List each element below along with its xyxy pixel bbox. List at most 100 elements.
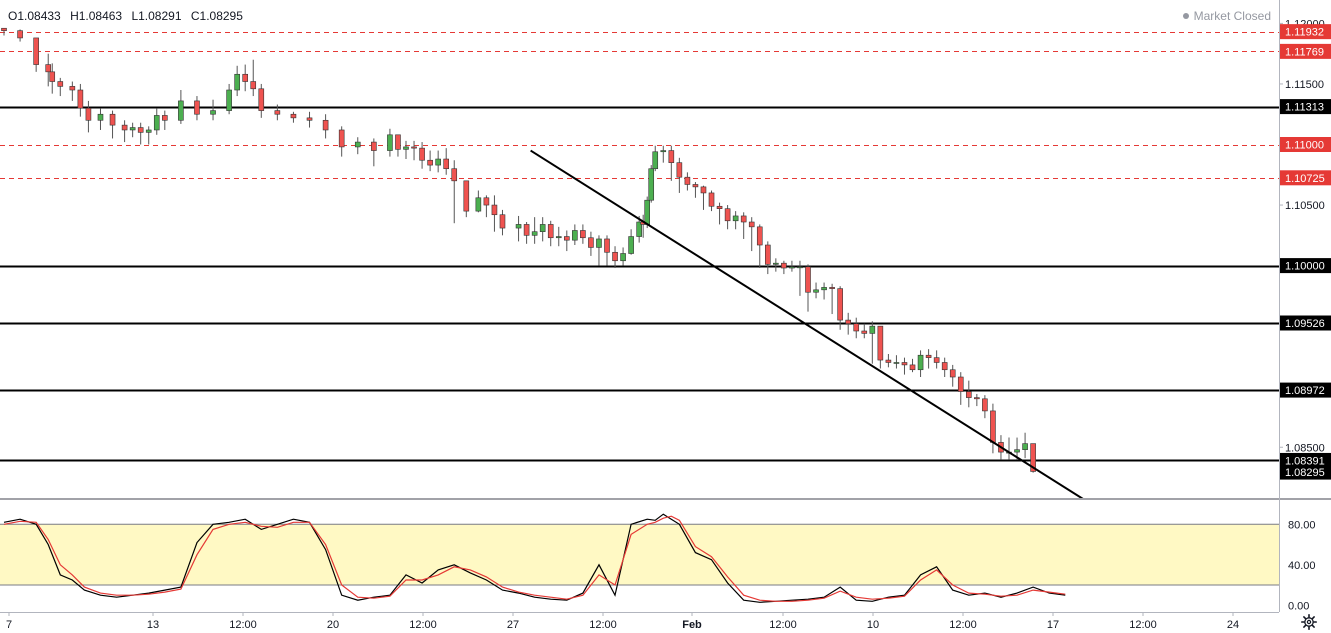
level-price-label-bg <box>1280 315 1331 331</box>
candle <box>925 349 932 369</box>
time-tick-label: 24 <box>1227 619 1239 631</box>
candle <box>499 209 506 236</box>
candle-body <box>555 236 562 239</box>
time-tick-label: 7 <box>6 619 12 631</box>
candle-body <box>290 113 297 119</box>
stoch-d-line <box>3 515 1066 602</box>
candle-body <box>877 325 884 361</box>
candle <box>845 312 852 335</box>
candle-body <box>499 214 506 229</box>
candle <box>982 395 988 419</box>
candle-body <box>539 224 546 232</box>
candle <box>853 317 860 339</box>
candle <box>869 321 876 364</box>
candle <box>805 264 811 312</box>
candle-body <box>322 119 329 131</box>
candle <box>732 211 739 230</box>
candle <box>547 220 554 247</box>
candle <box>877 325 884 369</box>
candle <box>274 104 281 121</box>
candle-body <box>676 162 683 178</box>
candle-body <box>861 330 868 334</box>
settings-gear-icon[interactable] <box>1301 614 1317 630</box>
candle <box>909 358 916 373</box>
candle-body <box>990 410 996 443</box>
candle-body <box>974 397 980 400</box>
level-price-label: 1.11932 <box>1285 27 1324 39</box>
candle <box>539 217 546 242</box>
level-price-label: 1.09526 <box>1285 318 1325 330</box>
candle-body <box>491 204 498 216</box>
candle-body <box>740 215 747 223</box>
candle-body <box>77 89 84 109</box>
candle <box>781 260 787 275</box>
candle <box>684 172 691 191</box>
candle-body <box>901 362 908 366</box>
candle <box>555 226 562 247</box>
candle <box>1014 437 1020 460</box>
candle-body <box>821 287 827 291</box>
candle-body <box>145 129 152 133</box>
candle-body <box>435 158 441 166</box>
candle <box>57 77 64 97</box>
candle <box>716 202 723 225</box>
candle-body <box>242 73 248 82</box>
candle <box>620 247 626 266</box>
candle <box>572 224 578 246</box>
candle <box>563 230 570 252</box>
candle <box>974 393 980 407</box>
candle-body <box>1014 449 1020 453</box>
candle <box>708 190 715 212</box>
candle-body <box>1030 443 1036 472</box>
candle <box>427 150 433 172</box>
price-tick-label: 1.11500 <box>1285 79 1324 91</box>
level-price-label-bg <box>1280 137 1331 152</box>
candle-body <box>45 64 52 73</box>
time-tick-label: 13 <box>147 619 159 631</box>
candle <box>628 229 634 255</box>
candle-body <box>853 323 860 332</box>
candle-body <box>813 289 819 293</box>
level-price-label: 1.10000 <box>1285 261 1325 273</box>
price-tick-label: 1.10500 <box>1285 200 1325 212</box>
candle <box>419 142 425 169</box>
level-price-label-bg <box>1280 382 1331 398</box>
level-price-label: 1.08972 <box>1285 385 1325 397</box>
candle-body <box>652 151 659 170</box>
candle <box>648 165 655 203</box>
candle-body <box>684 176 691 185</box>
candle-body <box>588 237 594 248</box>
candle <box>523 222 530 244</box>
candle <box>178 90 184 124</box>
level-price-label-bg <box>1280 258 1331 274</box>
candle-body <box>644 199 651 225</box>
candle-body <box>226 89 232 111</box>
level-price-label-bg <box>1280 43 1331 59</box>
candle-body <box>57 81 64 87</box>
candle-body <box>515 224 522 229</box>
candle <box>789 260 795 272</box>
candle <box>129 122 136 138</box>
time-tick-label: 12:00 <box>1129 619 1157 631</box>
candle-body <box>129 127 136 131</box>
market-status: Market Closed <box>1182 9 1271 23</box>
candle-body <box>137 127 144 133</box>
candle-body <box>97 113 104 121</box>
candle <box>17 29 23 42</box>
candle <box>475 190 482 213</box>
status-dot-icon <box>1182 12 1189 19</box>
candle-body <box>274 110 281 115</box>
candle <box>700 185 707 210</box>
candle-body <box>748 221 755 228</box>
candle-body <box>250 81 257 90</box>
candle-body <box>17 30 23 39</box>
candle <box>515 215 522 242</box>
candle <box>491 195 498 232</box>
candle <box>797 260 803 296</box>
open-value: O1.08433 <box>8 9 61 23</box>
stoch-tick-label: 40.00 <box>1288 560 1316 572</box>
candle <box>463 180 470 218</box>
candle-body <box>33 37 39 65</box>
candle-body <box>982 398 988 412</box>
